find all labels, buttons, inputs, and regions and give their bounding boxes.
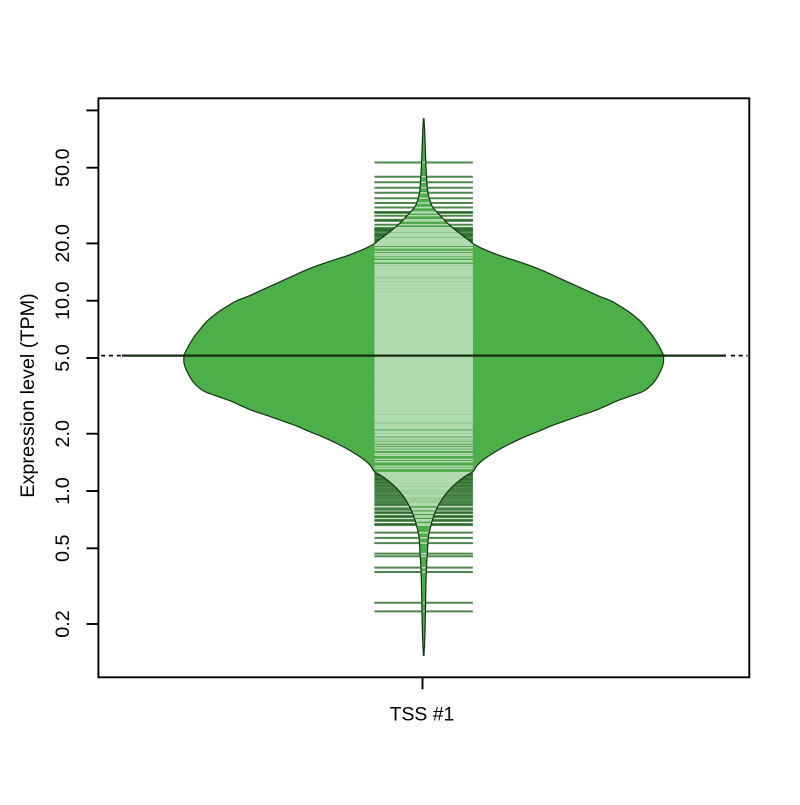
svg-text:2.0: 2.0 xyxy=(52,420,74,448)
svg-text:50.0: 50.0 xyxy=(52,148,74,187)
svg-text:1.0: 1.0 xyxy=(52,477,74,505)
svg-text:Expression level (TPM): Expression level (TPM) xyxy=(17,293,39,497)
svg-text:20.0: 20.0 xyxy=(52,224,74,263)
svg-text:0.2: 0.2 xyxy=(52,610,74,638)
svg-text:10.0: 10.0 xyxy=(52,281,74,320)
svg-text:TSS #1: TSS #1 xyxy=(390,704,455,726)
svg-text:0.5: 0.5 xyxy=(52,535,74,563)
svg-text:5.0: 5.0 xyxy=(52,344,74,372)
